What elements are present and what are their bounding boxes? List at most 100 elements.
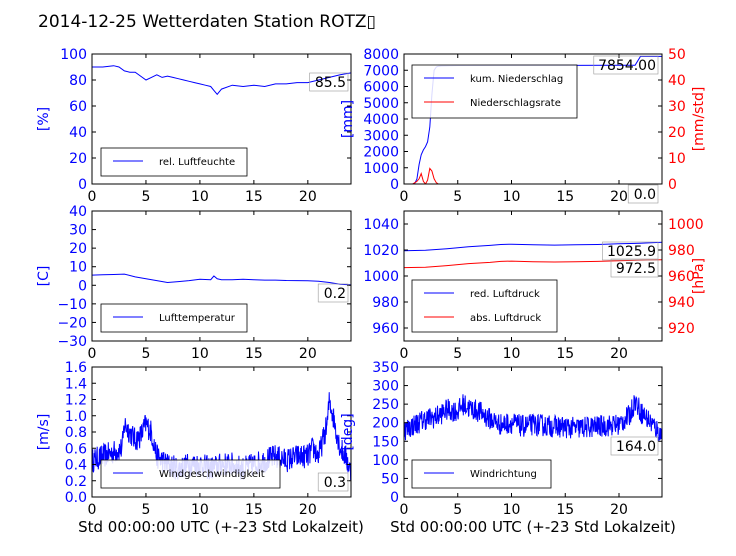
x-axis-label-left: Std 00:00:00 UTC (+-23 Std Lokalzeit) xyxy=(78,518,364,536)
x-tick-label: 15 xyxy=(556,189,574,205)
y-tick-label-right: 920 xyxy=(668,321,695,337)
y-axis-label: [m/s] xyxy=(36,414,52,451)
value-annotation: 164.0 xyxy=(616,439,656,455)
y-tick-label: 10 xyxy=(69,260,87,276)
series-line-rel-luftfeuchte xyxy=(92,65,351,96)
value-annotation-box xyxy=(610,258,659,278)
x-tick-label: 5 xyxy=(141,189,150,205)
y-axis-label-right: [mm/std] xyxy=(691,87,707,152)
y-tick-label: 1000 xyxy=(363,269,399,285)
x-tick-label: 0 xyxy=(88,189,97,205)
value-annotation: 0.3 xyxy=(324,475,346,491)
x-tick-label: 20 xyxy=(299,502,317,518)
legend-label: Lufttemperatur xyxy=(159,313,236,324)
y-tick-label: 0.4 xyxy=(65,458,87,474)
y-tick-label: 0.2 xyxy=(65,474,87,490)
y-tick-label: 0 xyxy=(78,278,87,294)
y-tick-label: 0 xyxy=(390,177,399,193)
y-tick-label: 40 xyxy=(69,125,87,141)
y-tick-label-right: 50 xyxy=(668,47,686,63)
x-tick-label: 10 xyxy=(503,346,521,362)
value-annotation-box xyxy=(627,184,659,204)
value-annotation-box xyxy=(317,472,349,492)
y-tick-label: 1.4 xyxy=(65,376,87,392)
y-tick-label: 0.8 xyxy=(65,425,87,441)
x-tick-label: 0 xyxy=(400,189,409,205)
legend-box xyxy=(100,303,248,333)
y-tick-label: 250 xyxy=(372,397,399,413)
y-tick-label: 960 xyxy=(372,321,399,337)
y-tick-label-right: 20 xyxy=(668,125,686,141)
x-tick-label: 5 xyxy=(453,189,462,205)
y-tick-label: 1040 xyxy=(363,217,399,233)
value-annotation-box xyxy=(309,72,349,92)
y-tick-label-right: 960 xyxy=(668,269,695,285)
legend-box xyxy=(411,64,578,119)
y-tick-label: 4000 xyxy=(363,112,399,128)
x-tick-label: 5 xyxy=(453,502,462,518)
y-axis-label: [deg] xyxy=(340,413,356,450)
y-tick-label: 40 xyxy=(69,204,87,220)
x-tick-label: 0 xyxy=(88,502,97,518)
plot-frame xyxy=(91,53,352,185)
value-annotation: 0.2 xyxy=(324,286,346,302)
y-tick-label-right: 10 xyxy=(668,151,686,167)
x-tick-label: 5 xyxy=(453,346,462,362)
y-tick-label: 60 xyxy=(69,99,87,115)
x-axis-label-right: Std 00:00:00 UTC (+-23 Std Lokalzeit) xyxy=(390,518,676,536)
x-tick-label: 15 xyxy=(245,502,263,518)
value-annotation: 0.0 xyxy=(634,187,656,203)
y-tick-label: 7000 xyxy=(363,63,399,79)
y-axis-label-right: [hPa] xyxy=(691,258,707,294)
x-tick-label: 15 xyxy=(556,346,574,362)
value-annotation: 7854.00 xyxy=(598,58,656,74)
value-annotation-box xyxy=(593,55,659,75)
panel-pressure: 0 5 10 15 20 960 980 1000 1020 1040 920 940 960 980 10… xyxy=(363,210,707,362)
x-tick-label: 10 xyxy=(191,502,209,518)
x-tick-label: 10 xyxy=(503,502,521,518)
legend-label: Niederschlagsrate xyxy=(470,98,561,109)
panel-wind_direction: 0 5 10 15 20050100150200250300350[deg]Windri… xyxy=(340,360,663,518)
y-tick-label: 30 xyxy=(69,223,87,239)
x-tick-label: 15 xyxy=(245,346,263,362)
legend-label: Windgeschwindigkeit xyxy=(159,469,265,480)
y-tick-label: 3000 xyxy=(363,128,399,144)
x-tick-label: 20 xyxy=(610,346,628,362)
x-tick-label: 0 xyxy=(400,502,409,518)
y-tick-label: 1.2 xyxy=(65,393,87,409)
y-tick-label: −30 xyxy=(57,334,87,350)
legend-label: rel. Luftfeuchte xyxy=(159,157,235,168)
y-tick-label: −20 xyxy=(57,315,87,331)
x-tick-label: 20 xyxy=(610,502,628,518)
value-annotation: 85.5 xyxy=(315,75,346,91)
panel-temperature: 0 5 10 15 20 −30 −20 −10 0 10 20 30 40 [C] Lufttempera… xyxy=(36,204,352,362)
value-annotation: 972.5 xyxy=(616,261,656,277)
y-tick-label-right: 40 xyxy=(668,73,686,89)
x-tick-label: 5 xyxy=(141,502,150,518)
y-tick-label: 20 xyxy=(69,151,87,167)
plot-frame xyxy=(403,366,663,498)
series-line-lufttemperatur xyxy=(92,273,351,286)
y-tick-label: 6000 xyxy=(363,80,399,96)
value-annotation-box xyxy=(317,283,349,303)
y-tick-label: 100 xyxy=(372,453,399,469)
series-line-niederschlagsrate xyxy=(404,167,662,184)
series-line-red-luftdruck xyxy=(404,241,662,252)
x-tick-label: 10 xyxy=(191,189,209,205)
figure-title: 2014-12-25 Wetterdaten Station ROTZ▯ xyxy=(38,12,376,32)
y-tick-label: 1020 xyxy=(363,243,399,259)
y-tick-label-right: 30 xyxy=(668,99,686,115)
panel-wind_speed: 0 5 10 15 20 0.00.20.40.60.81.01.21.41.6 [m/s]… xyxy=(36,360,352,518)
y-axis-label: [C] xyxy=(36,266,52,287)
y-tick-label: 300 xyxy=(372,379,399,395)
x-tick-label: 0 xyxy=(400,346,409,362)
legend-box xyxy=(411,459,552,489)
y-tick-label: 0 xyxy=(78,177,87,193)
y-tick-label: 20 xyxy=(69,241,87,257)
y-tick-label: 0 xyxy=(390,490,399,506)
y-tick-label: 0.0 xyxy=(65,490,87,506)
y-tick-label-right: 940 xyxy=(668,295,695,311)
legend-box xyxy=(100,147,248,177)
y-tick-label: 150 xyxy=(372,434,399,450)
